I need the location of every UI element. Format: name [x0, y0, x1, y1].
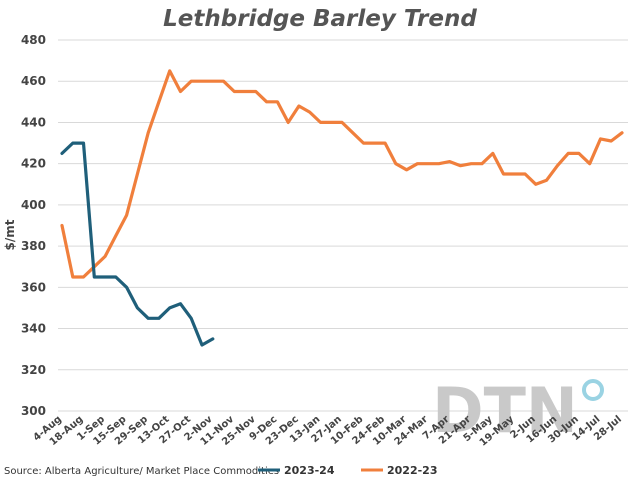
y-tick-label: 480 [21, 33, 46, 47]
watermark: DTN [432, 374, 604, 447]
y-tick-label: 320 [21, 363, 46, 377]
y-tick-label: 460 [21, 74, 46, 88]
series-line-2023-24 [60, 141, 215, 347]
y-tick-label: 420 [21, 157, 46, 171]
y-tick-label: 440 [21, 115, 46, 129]
legend-label: 2022-23 [387, 464, 438, 477]
series-line-2022-23 [60, 69, 624, 279]
y-tick-label: 380 [21, 239, 46, 253]
y-axis-label: $/mt [3, 219, 17, 250]
y-tick-label: 360 [21, 280, 46, 294]
y-tick-label: 300 [21, 404, 46, 418]
y-tick-label: 340 [21, 322, 46, 336]
y-axis-ticks: 300 320 340 360 380 400 420 440 460 480 [21, 33, 46, 418]
dtn-logo-text: DTN [432, 374, 578, 447]
source-note: Source: Alberta Agriculture/ Market Plac… [4, 466, 279, 477]
grid-layer [58, 39, 628, 412]
legend-label: 2023-24 [284, 464, 335, 477]
chart-title: Lethbridge Barley Trend [163, 6, 477, 32]
dtn-logo-dot [582, 379, 604, 401]
y-tick-label: 400 [21, 198, 46, 212]
legend: 2023-24 2022-23 [258, 464, 438, 477]
series-layer [60, 69, 624, 347]
